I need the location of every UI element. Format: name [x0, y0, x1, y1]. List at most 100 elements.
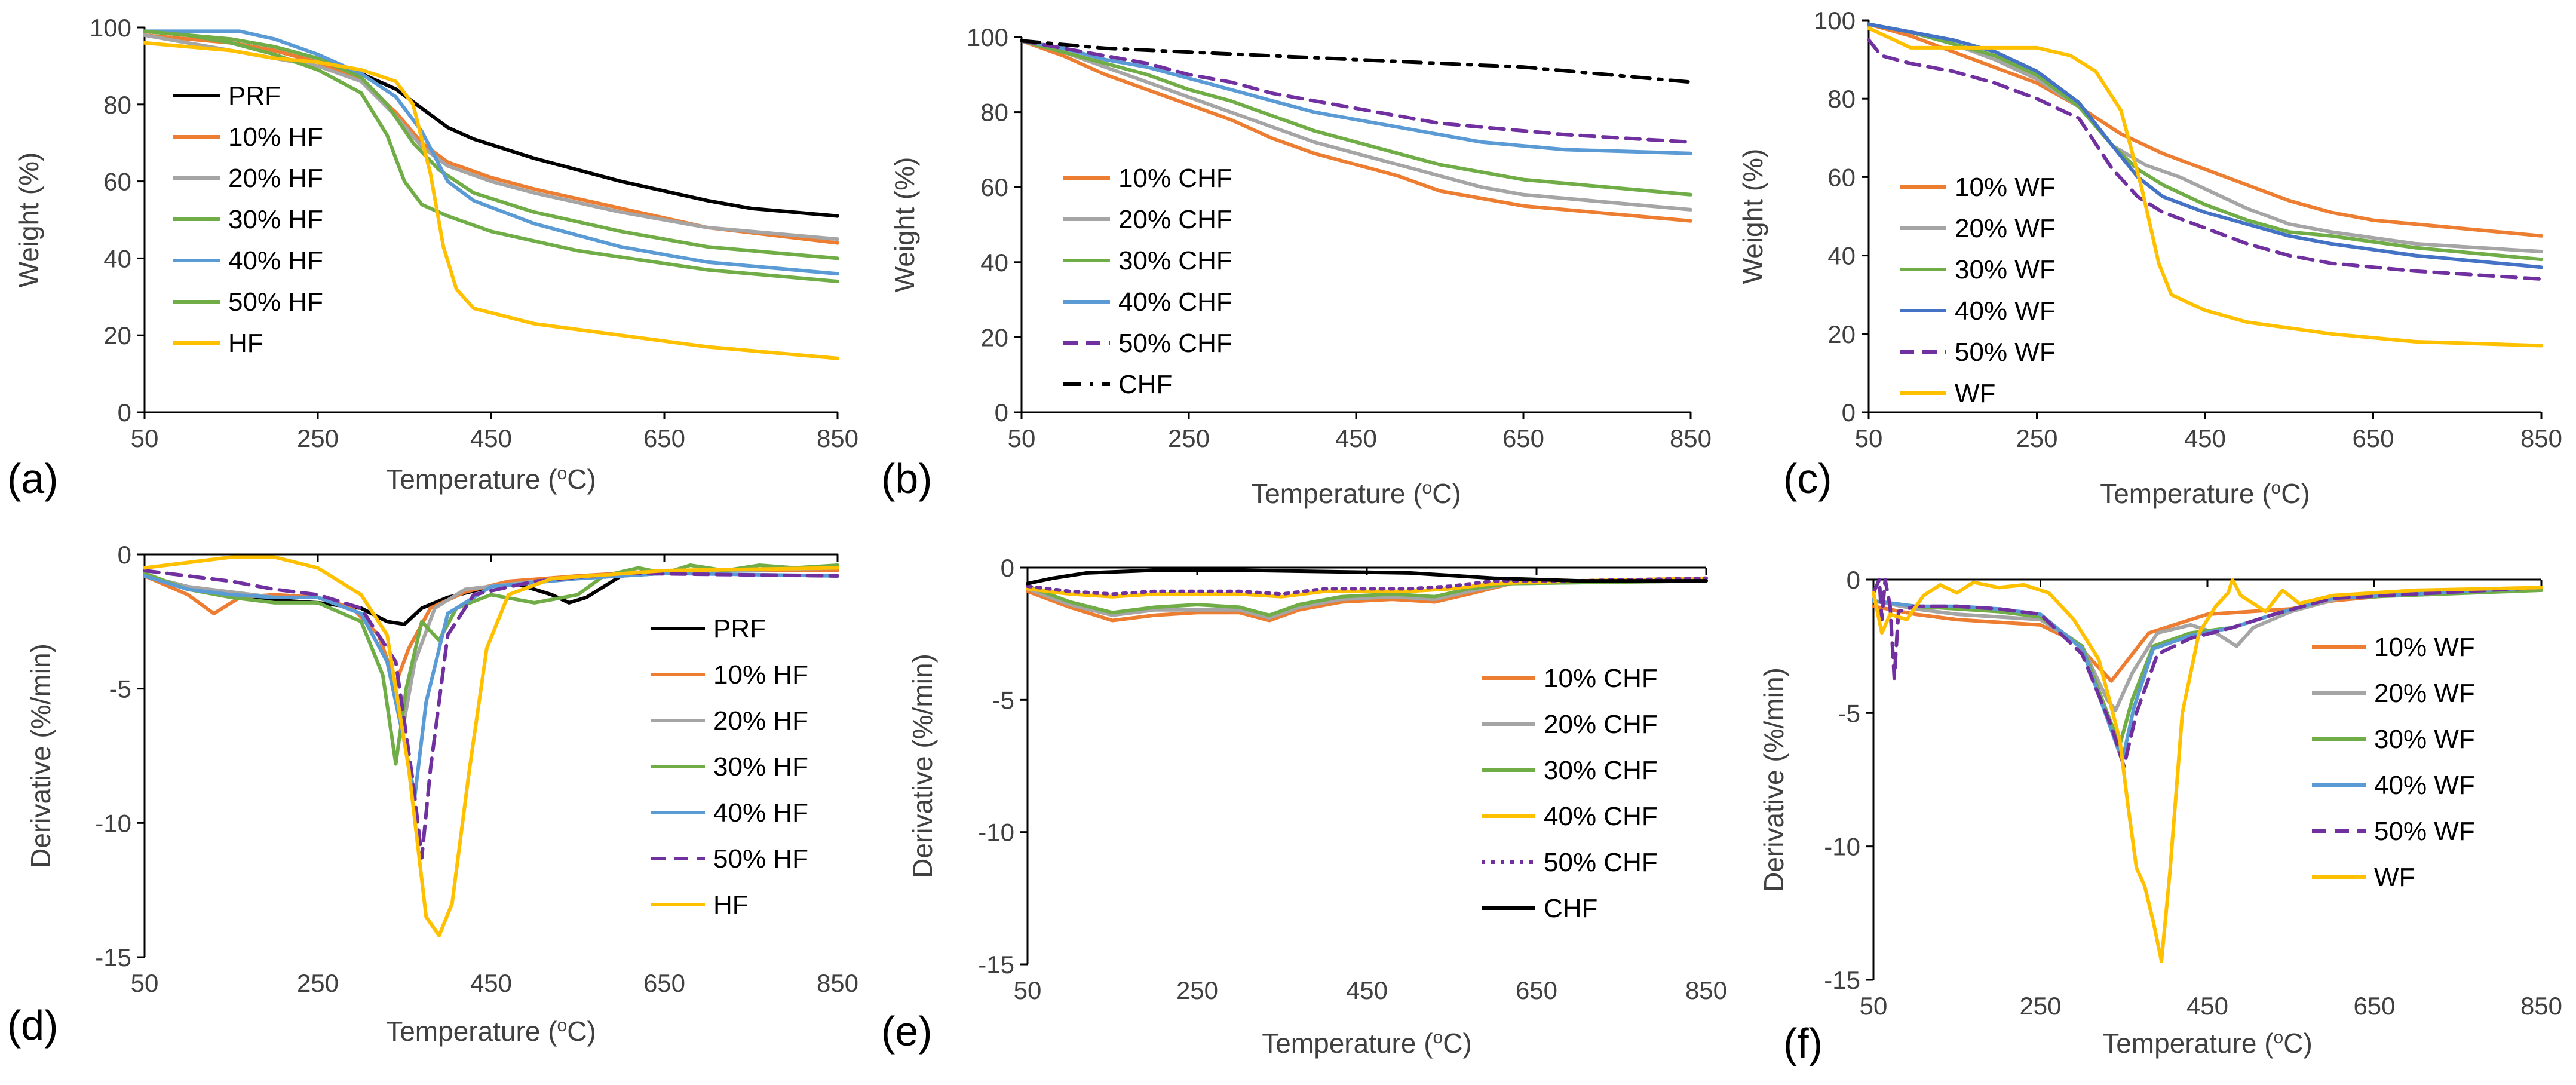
y-tick-label: -15: [978, 951, 1014, 979]
legend-label: PRF: [228, 81, 281, 111]
y-tick-label: 60: [1827, 163, 1856, 191]
y-tick-label: -10: [95, 809, 131, 837]
series-line-50-hf: [143, 29, 839, 283]
legend-label: 50% HF: [713, 844, 808, 873]
y-tick-label: 40: [103, 244, 131, 272]
legend-label: 40% WF: [1955, 296, 2056, 326]
legend-label: 50% CHF: [1118, 329, 1232, 358]
x-tick-label: 850: [1670, 424, 1712, 452]
panel-label: (c): [1783, 455, 1832, 502]
x-tick-label: 50: [1855, 424, 1883, 452]
series-line-hf: [143, 555, 839, 938]
y-tick-label: 40: [980, 249, 1008, 277]
x-tick-label: 850: [817, 424, 858, 452]
legend-label: 10% CHF: [1118, 164, 1232, 193]
legend-label: 40% HF: [228, 246, 323, 275]
x-axis-title: Temperature (oC): [2102, 1028, 2313, 1059]
x-tick-label: 250: [2019, 992, 2061, 1020]
legend-label: 30% WF: [2374, 725, 2475, 754]
series-line-20-chf: [1026, 579, 1708, 620]
legend-label: CHF: [1544, 894, 1597, 923]
y-axis-title: Weight (%): [1737, 149, 1768, 284]
x-tick-label: 650: [643, 424, 685, 452]
y-axis-title: Weight (%): [889, 157, 920, 293]
panel-label: (d): [7, 1002, 59, 1049]
y-tick-label: 20: [1827, 320, 1856, 348]
series-line-chf: [1026, 568, 1708, 586]
y-tick-label: 20: [103, 321, 131, 350]
series-line-wf: [1867, 26, 2543, 348]
panel-label: (f): [1783, 1020, 1823, 1066]
legend-label: 10% WF: [1955, 173, 2056, 202]
panel-label: (e): [881, 1008, 933, 1055]
panel-d: -15 -10 -5 0 50 250 450 650 850 Temperature (oC) D…: [7, 541, 858, 1049]
x-tick-label: 850: [2520, 424, 2562, 452]
series-line-40-chf: [1026, 576, 1708, 599]
y-tick-label: -10: [978, 819, 1014, 847]
y-tick-label: 0: [118, 399, 131, 427]
legend-label: HF: [228, 329, 263, 358]
x-tick-label: 850: [2520, 992, 2562, 1020]
legend-label: 40% HF: [713, 798, 808, 827]
legend-label: HF: [713, 890, 749, 920]
legend-label: 30% WF: [1955, 255, 2056, 284]
legend-label: PRF: [713, 614, 766, 643]
y-tick-label: -5: [992, 686, 1014, 714]
x-tick-label: 250: [297, 969, 339, 997]
x-axis-title: Temperature (oC): [1262, 1028, 1472, 1059]
x-tick-label: 650: [2353, 992, 2395, 1020]
y-tick-label: 20: [980, 323, 1008, 351]
series-line-hf: [143, 41, 839, 360]
x-tick-label: 50: [1008, 424, 1036, 452]
x-tick-label: 50: [1014, 976, 1042, 1004]
legend-label: 10% CHF: [1544, 664, 1658, 693]
y-tick-label: 0: [1847, 566, 1860, 594]
x-axis-title: Temperature (oC): [2100, 478, 2310, 510]
x-tick-label: 450: [2186, 992, 2228, 1020]
x-tick-label: 250: [297, 424, 339, 452]
panel-c: 0 20 40 60 80 100 50 250 450 650 850 Temperature (o…: [1737, 7, 2562, 509]
x-tick-label: 50: [131, 424, 159, 452]
x-tick-label: 50: [131, 969, 159, 997]
y-tick-label: 100: [1814, 7, 1856, 35]
y-tick-label: 0: [995, 399, 1008, 427]
y-tick-label: 80: [103, 91, 131, 119]
series-line-30-hf: [143, 29, 839, 260]
x-tick-label: 450: [1346, 976, 1388, 1004]
x-axis-title: Temperature (oC): [386, 1016, 596, 1047]
y-tick-label: 0: [1842, 399, 1856, 427]
series-line-50-wf: [1867, 38, 2543, 281]
y-axis-title: Derivative (%/min): [25, 643, 56, 868]
y-axis-title: Weight (%): [13, 152, 44, 288]
y-tick-label: -15: [95, 943, 131, 971]
legend-label: 10% WF: [2374, 633, 2475, 662]
legend-label: 20% CHF: [1118, 205, 1232, 234]
panel-label: (a): [7, 455, 59, 502]
x-axis-title: Temperature (oC): [1251, 478, 1461, 510]
y-axis-title: Derivative (%/min): [1758, 667, 1789, 892]
series-line-30-chf: [1020, 39, 1692, 197]
series-line-chf: [1020, 39, 1692, 84]
legend-label: WF: [1955, 379, 1995, 408]
x-tick-label: 450: [470, 424, 512, 452]
series-line-50-chf: [1026, 576, 1708, 596]
legend-label: 40% CHF: [1544, 802, 1658, 831]
series-line-50-hf: [143, 569, 839, 860]
panel-b: 0 20 40 60 80 100 50 250 450 650 850 Temperature (o…: [881, 23, 1712, 509]
x-tick-label: 250: [1176, 976, 1218, 1004]
y-tick-label: 60: [980, 173, 1008, 201]
legend-label: 20% WF: [1955, 214, 2056, 243]
legend-label: WF: [2374, 863, 2415, 892]
y-axis-title: Derivative (%/min): [907, 654, 938, 878]
x-tick-label: 50: [1860, 992, 1888, 1020]
legend-label: 40% WF: [2374, 771, 2475, 800]
series-line-40-chf: [1020, 39, 1692, 155]
x-tick-label: 650: [2352, 424, 2394, 452]
y-tick-label: 100: [967, 23, 1008, 51]
y-tick-label: 100: [90, 14, 131, 42]
y-tick-label: 0: [1001, 554, 1014, 582]
legend-label: 50% CHF: [1544, 848, 1658, 877]
series-line-20-chf: [1020, 39, 1692, 212]
x-tick-label: 650: [1516, 976, 1557, 1004]
